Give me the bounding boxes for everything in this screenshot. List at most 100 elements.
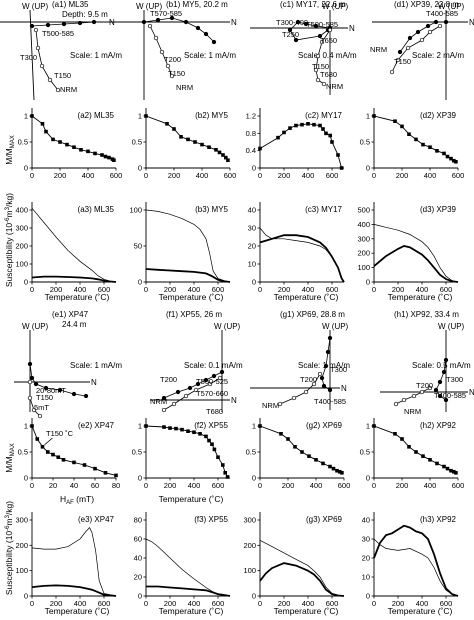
zij-open-point — [277, 401, 283, 407]
chart-d3: 0 200 400 600 0 100 200 300 400 500 (d3) XP39 — [357, 202, 459, 294]
zij-step-label: T300 — [446, 375, 463, 384]
data-point — [318, 123, 322, 128]
zij-title: (a1) ML35 — [52, 0, 89, 9]
ytick-label: 0 — [138, 278, 142, 287]
data-point — [338, 469, 342, 474]
xtick-label: 600 — [326, 171, 339, 180]
xtick-label: 200 — [396, 171, 409, 180]
data-point — [200, 142, 204, 147]
chart-title: (f2) XP55 — [194, 421, 228, 430]
zij-filled-point — [195, 25, 201, 31]
zij-open-point — [411, 393, 417, 399]
data-point — [35, 437, 40, 441]
zij-open-point — [55, 87, 61, 93]
zij-filled-point — [33, 381, 39, 387]
zij-filled-point — [29, 23, 35, 29]
zij-filled-point — [203, 377, 209, 383]
zij-filled-point — [195, 381, 201, 387]
zij-axis-w-label: W (UP) — [438, 2, 465, 11]
xlabel-temp-f3: Temperature (˚C) — [159, 606, 224, 616]
series-line-bold — [373, 245, 459, 283]
series-line-thin — [373, 224, 459, 283]
zij-subtitle: 24.4 m — [62, 320, 87, 329]
chart-title: (e2) XP47 — [78, 421, 115, 430]
data-point — [114, 473, 118, 478]
data-point — [435, 461, 439, 466]
zij-title: (c1) MY17, 22.6 m — [280, 0, 346, 9]
data-point — [217, 150, 222, 155]
data-point — [144, 424, 148, 428]
zij-axis-n-label: N — [231, 396, 237, 405]
data-point — [51, 452, 55, 457]
data-point — [276, 135, 280, 140]
ytick-label: 20 — [362, 554, 370, 563]
zij-open-point — [165, 63, 171, 69]
ytick-label: 0.4 — [246, 146, 256, 155]
xtick-label: 600 — [440, 285, 453, 294]
zij-open-point — [315, 53, 321, 59]
xtick-label: 600 — [452, 171, 465, 180]
xtick-label: 200 — [278, 171, 291, 180]
data-point — [103, 154, 108, 159]
xtick-label: 600 — [338, 481, 351, 490]
xlabel-temp-d3: Temperature (˚C) — [388, 292, 453, 302]
chart-c2: 0 200 400 600 0 0.4 0.8 1.2 (c2) MY17 — [246, 108, 344, 180]
xtick-label: 200 — [278, 599, 291, 608]
ytick-label: 0.8 — [246, 129, 256, 138]
chart-title: (d2) XP39 — [420, 111, 457, 120]
chart-title: (c3) MY17 — [305, 205, 342, 214]
xtick-label: 0 — [30, 481, 34, 490]
ytick-label: 1 — [138, 422, 142, 431]
zij-step-label: NRM — [326, 82, 343, 91]
data-point — [258, 146, 262, 151]
chart-title: (a2) ML35 — [78, 111, 115, 120]
ytick-label: 0 — [24, 164, 28, 173]
zij-step-label: NRM — [60, 85, 77, 94]
zij-filled-point — [323, 363, 329, 369]
xtick-label: 400 — [416, 599, 429, 608]
xtick-label: 0 — [372, 171, 376, 180]
zij-open-point — [321, 81, 327, 87]
zij-filled-point — [327, 387, 333, 393]
ytick-label: 400 — [357, 220, 370, 229]
series-line-bold — [31, 584, 117, 597]
data-point — [400, 124, 404, 129]
zij-open-point — [315, 77, 321, 83]
zij-open-point — [27, 379, 33, 385]
data-point — [30, 114, 34, 118]
ytick-label: 0.5 — [132, 448, 142, 457]
zij-step-label: T650 — [320, 36, 337, 45]
data-point — [172, 127, 176, 131]
series-line-bold — [259, 562, 345, 597]
series-line — [145, 425, 228, 478]
series-line-thin — [145, 209, 231, 283]
zij-step-label: NRM — [370, 45, 387, 54]
xtick-label: 400 — [416, 285, 429, 294]
data-point — [214, 148, 218, 152]
zij-filled-point — [321, 383, 327, 389]
zij-filled-point — [441, 369, 447, 375]
data-point — [340, 471, 344, 475]
xlabel-temp-c3: Temperature (˚C) — [274, 292, 339, 302]
data-point — [61, 458, 66, 462]
chart-title: (h2) XP92 — [420, 421, 457, 430]
ytick-label: 200 — [357, 249, 370, 258]
xtick-label: 0 — [144, 481, 148, 490]
zij-open-point — [159, 49, 165, 55]
ytick-label: 100 — [15, 566, 28, 575]
zij-step-label: T400-585 — [434, 391, 466, 400]
data-point — [293, 445, 297, 449]
ytick-label: 200 — [243, 541, 256, 550]
zij-title: (f1) XP55, 26 m — [166, 310, 222, 319]
ytick-label: 0 — [366, 592, 370, 601]
data-point — [428, 458, 432, 462]
data-point — [165, 122, 169, 126]
zij-step-label: T400-585 — [314, 397, 346, 406]
axis-d3 — [373, 202, 458, 283]
ytick-label: 300 — [243, 516, 256, 525]
xtick-label: 400 — [310, 481, 323, 490]
zij-filled-point — [83, 393, 89, 399]
chart-e2: 0 20 40 60 80 0 0.5 1 (e2) XP47 T150 ˚C — [18, 418, 120, 490]
